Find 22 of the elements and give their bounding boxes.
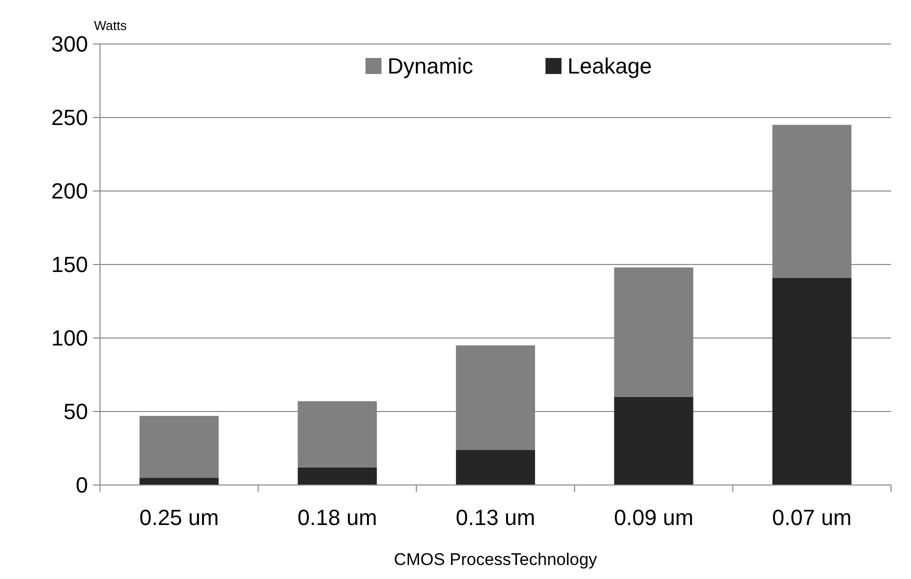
bar bbox=[456, 450, 536, 485]
y-tick-label: 200 bbox=[51, 178, 88, 204]
y-tick-label: 300 bbox=[51, 32, 88, 57]
legend-label: Dynamic bbox=[388, 54, 474, 79]
legend-label: Leakage bbox=[568, 54, 652, 79]
bar bbox=[140, 478, 219, 485]
y-tick-label: 50 bbox=[64, 399, 88, 424]
bar bbox=[772, 278, 852, 485]
y-tick-label: 150 bbox=[51, 252, 88, 278]
y-tick-label: 250 bbox=[51, 105, 88, 130]
x-axis-title: CMOS ProcessTechnology bbox=[394, 550, 598, 569]
x-tick-label: 0.25 um bbox=[139, 505, 219, 530]
bar bbox=[298, 467, 377, 485]
y-tick-label: 0 bbox=[76, 472, 88, 498]
x-tick-label: 0.13 um bbox=[456, 505, 536, 530]
bar bbox=[614, 396, 694, 485]
bar bbox=[140, 416, 219, 478]
y-axis-title: Watts bbox=[94, 18, 128, 33]
y-tick-label: 100 bbox=[51, 326, 88, 351]
x-tick-label: 0.09 um bbox=[614, 505, 694, 530]
x-tick-label: 0.18 um bbox=[298, 505, 378, 530]
x-tick-label: 0.07 um bbox=[772, 505, 852, 530]
